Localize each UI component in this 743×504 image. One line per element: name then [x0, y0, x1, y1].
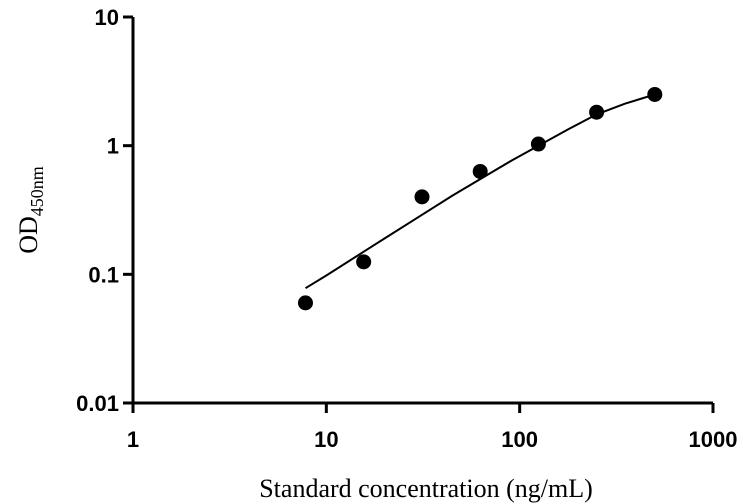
data-point-4: [530, 136, 546, 152]
y-axis-title-sub: 450nm: [27, 166, 47, 216]
data-points: [297, 86, 663, 311]
data-point-5: [589, 104, 605, 120]
x-tick-label-3: 1000: [689, 427, 738, 452]
y-tick-label-0: 0.01: [76, 391, 119, 416]
data-point-0: [297, 295, 313, 311]
y-axis: 0.01 0.1 1 10 OD450nm: [14, 5, 135, 416]
y-axis-title-main: OD: [14, 216, 43, 254]
x-tick-label-1: 10: [314, 427, 338, 452]
y-tick-label-3: 10: [95, 5, 119, 30]
x-tick-label-0: 1: [127, 427, 139, 452]
x-axis-title: Standard concentration (ng/mL): [259, 474, 593, 503]
data-point-2: [414, 189, 430, 205]
y-axis-title: OD450nm: [14, 166, 47, 254]
x-axis: 1 10 100 1000 Standard concentration (ng/mL…: [127, 401, 738, 503]
data-point-1: [356, 254, 372, 270]
x-tick-label-2: 100: [501, 427, 538, 452]
y-tick-label-1: 0.1: [88, 262, 119, 287]
y-tick-label-2: 1: [107, 134, 119, 159]
data-point-3: [472, 163, 488, 179]
data-point-6: [647, 86, 663, 102]
